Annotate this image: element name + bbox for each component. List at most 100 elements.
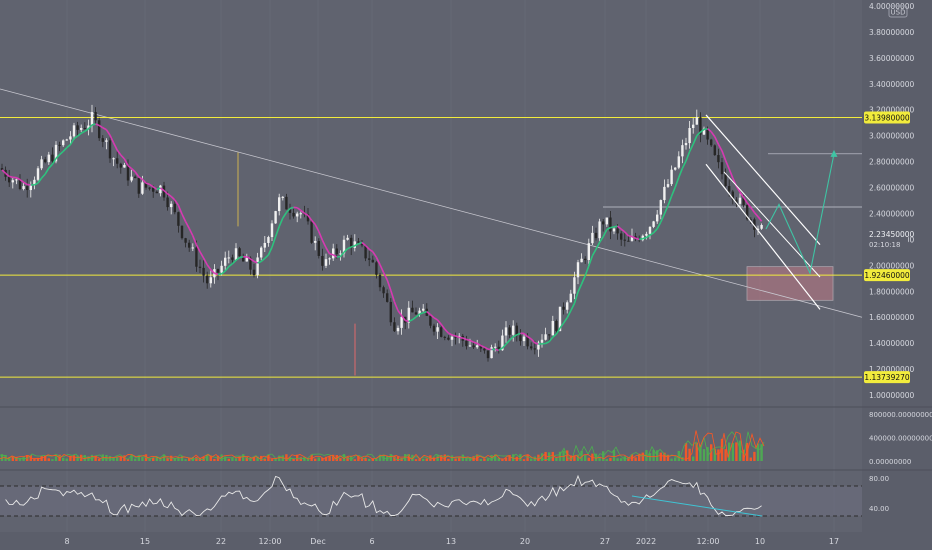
- moving-average-segment: [710, 131, 716, 138]
- volume-bar: [141, 456, 144, 461]
- currency-badge[interactable]: USD: [888, 5, 908, 18]
- volume-bar: [713, 449, 716, 461]
- moving-average-segment: [289, 206, 294, 210]
- moving-average-segment: [1, 169, 7, 174]
- volume-bar: [627, 457, 630, 461]
- channel-lower-line[interactable]: [705, 163, 821, 310]
- candle-body: [472, 345, 475, 348]
- candle-body: [90, 112, 94, 126]
- candle-body: [15, 179, 18, 181]
- volume-bar: [717, 449, 720, 461]
- moving-average-segment: [91, 123, 96, 126]
- volume-bar: [184, 459, 187, 461]
- channel-mid-line[interactable]: [723, 171, 821, 278]
- candle-body: [576, 262, 580, 278]
- volume-bar: [270, 459, 274, 461]
- volume-bar: [87, 456, 90, 461]
- volume-bar: [490, 454, 493, 461]
- volume-bar: [400, 457, 403, 461]
- moving-average-segment: [159, 187, 165, 192]
- candle-body: [375, 262, 378, 275]
- time-axis-label: 8: [64, 537, 69, 546]
- price-tick-label: 1.80000000: [869, 287, 915, 296]
- moving-average-segment: [426, 311, 431, 316]
- volume-bar: [728, 442, 731, 461]
- volume-bar: [411, 454, 414, 461]
- moving-average-segment: [588, 255, 594, 267]
- candle-body: [728, 186, 731, 192]
- volume-bar: [580, 450, 583, 461]
- moving-average-segment: [145, 182, 150, 186]
- price-pane[interactable]: [0, 0, 863, 532]
- moving-average-segment: [512, 334, 518, 338]
- candle-body: [357, 241, 360, 243]
- moving-average-segment: [318, 231, 324, 241]
- candle-body: [450, 336, 454, 340]
- candle-body: [537, 342, 540, 350]
- moving-average-segment: [742, 196, 748, 204]
- moving-average-segment: [436, 319, 442, 325]
- volume-bar: [126, 459, 130, 461]
- projection-path[interactable]: [765, 153, 835, 275]
- candle-body: [526, 336, 529, 347]
- moving-average-segment: [753, 211, 759, 218]
- candle-body: [522, 336, 526, 342]
- candle-body: [630, 236, 634, 241]
- candle-body: [191, 247, 194, 249]
- candle-body: [72, 125, 76, 137]
- moving-average-segment: [365, 245, 370, 250]
- volume-bar: [584, 454, 587, 461]
- candle-body: [440, 327, 443, 337]
- candle-body: [324, 259, 328, 266]
- volume-bar: [353, 459, 356, 461]
- moving-average-segment: [350, 244, 356, 248]
- volume-bar: [339, 458, 342, 461]
- candle-body: [620, 233, 623, 240]
- candle-body: [123, 164, 126, 168]
- moving-average-segment: [688, 143, 694, 152]
- candle-body: [602, 221, 605, 225]
- price-tick-label: 3.20000000: [869, 106, 915, 115]
- moving-average-segment: [257, 260, 262, 264]
- moving-average-segment: [617, 225, 622, 230]
- candle-body: [94, 112, 97, 121]
- moving-average-segment: [527, 335, 532, 340]
- candle-body: [468, 345, 472, 347]
- volume-bar: [522, 459, 526, 461]
- volume-bar: [530, 458, 533, 461]
- moving-average-segment: [246, 256, 251, 260]
- moving-average-segment: [170, 195, 176, 201]
- support-zone-box[interactable]: [746, 266, 834, 301]
- channel-upper-line[interactable]: [705, 114, 821, 245]
- candle-body: [573, 277, 576, 294]
- moving-average-segment: [390, 290, 396, 303]
- candle-body: [486, 350, 490, 359]
- moving-average-segment: [598, 236, 604, 243]
- moving-average-segment: [498, 347, 503, 351]
- moving-average-segment: [699, 128, 705, 133]
- candle-body: [105, 140, 108, 142]
- volume-bar: [692, 456, 695, 461]
- candle-body: [497, 346, 500, 351]
- volume-bar: [72, 455, 76, 461]
- volume-bar: [652, 449, 655, 461]
- candle-body: [184, 238, 187, 243]
- volume-bar: [364, 458, 367, 461]
- time-axis-label: 20: [520, 537, 530, 546]
- volume-bar: [162, 455, 166, 461]
- volume-bar: [598, 456, 601, 461]
- moving-average-segment: [624, 231, 629, 237]
- candle-body: [587, 243, 590, 261]
- time-axis-panel[interactable]: [0, 532, 862, 550]
- moving-average-segment: [112, 142, 118, 151]
- descending-trendline[interactable]: [0, 88, 863, 318]
- candle-body: [278, 197, 281, 212]
- volume-bar: [378, 455, 382, 461]
- moving-average-segment: [347, 246, 352, 250]
- candle-body: [188, 242, 191, 248]
- candle-body: [0, 168, 4, 170]
- candle-body: [558, 306, 562, 332]
- moving-average-segment: [584, 265, 590, 276]
- volume-bar: [94, 455, 97, 461]
